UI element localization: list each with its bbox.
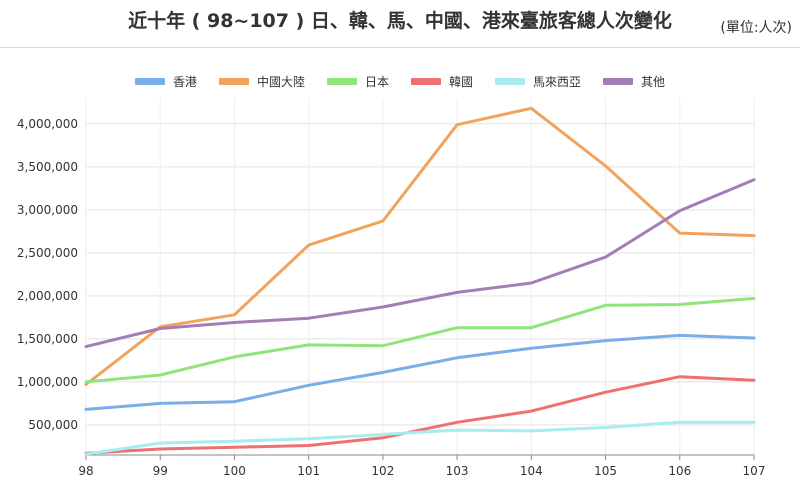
series-line[interactable] — [84, 178, 756, 349]
series-line[interactable] — [84, 375, 756, 455]
legend-label: 韓國 — [449, 75, 473, 89]
y-tick-label: 2,000,000 — [17, 289, 78, 303]
y-tick-label: 3,000,000 — [17, 203, 78, 217]
series-line[interactable] — [84, 420, 756, 456]
x-tick-label: 104 — [520, 464, 543, 478]
legend[interactable]: 香港 中國大陸 日本 韓國 馬來西亞 其他 — [134, 74, 665, 89]
y-tick-label: 1,000,000 — [17, 375, 78, 389]
legend-swatch — [411, 78, 441, 85]
x-tick-label: 105 — [594, 464, 617, 478]
x-tick-label: 99 — [153, 464, 168, 478]
series-line[interactable] — [84, 296, 756, 384]
x-tick-label: 100 — [223, 464, 246, 478]
chart-title: 近十年 ( 98~107 ) 日、韓、馬、中國、港來臺旅客總人次變化 — [128, 10, 672, 32]
legend-label: 香港 — [173, 75, 197, 89]
series-line[interactable] — [84, 333, 756, 411]
axes: 500,000 1,000,000 1,500,000 2,000,000 2,500,… — [17, 117, 766, 478]
y-tick-label: 500,000 — [28, 418, 78, 432]
legend-item[interactable]: 中國大陸 — [218, 74, 305, 89]
x-tick-label: 102 — [371, 464, 394, 478]
legend-swatch — [326, 78, 357, 85]
series-line[interactable] — [84, 106, 756, 386]
legend-swatch — [134, 78, 165, 85]
x-tick-label: 103 — [446, 464, 469, 478]
legend-item[interactable]: 韓國 — [411, 75, 473, 89]
y-tick-label: 2,500,000 — [17, 246, 78, 260]
x-tick-label: 101 — [297, 464, 320, 478]
legend-item[interactable]: 馬來西亞 — [495, 75, 581, 89]
legend-label: 日本 — [365, 75, 389, 89]
legend-label: 其他 — [641, 75, 665, 89]
x-tick-label: 106 — [668, 464, 691, 478]
series-lines — [84, 106, 756, 456]
legend-swatch — [603, 78, 634, 85]
legend-swatch — [218, 78, 249, 85]
title-divider — [0, 47, 800, 48]
x-tick-label: 98 — [78, 464, 93, 478]
y-tick-label: 4,000,000 — [17, 117, 78, 131]
legend-item[interactable]: 香港 — [134, 75, 197, 89]
legend-label: 中國大陸 — [257, 74, 305, 89]
legend-item[interactable]: 日本 — [326, 75, 389, 89]
legend-label: 馬來西亞 — [533, 75, 581, 89]
legend-swatch — [495, 78, 526, 85]
unit-label: (單位:人次) — [720, 20, 792, 36]
x-tick-label: 107 — [743, 464, 766, 478]
y-tick-label: 1,500,000 — [17, 332, 78, 346]
y-tick-label: 3,500,000 — [17, 160, 78, 174]
legend-item[interactable]: 其他 — [603, 75, 665, 89]
